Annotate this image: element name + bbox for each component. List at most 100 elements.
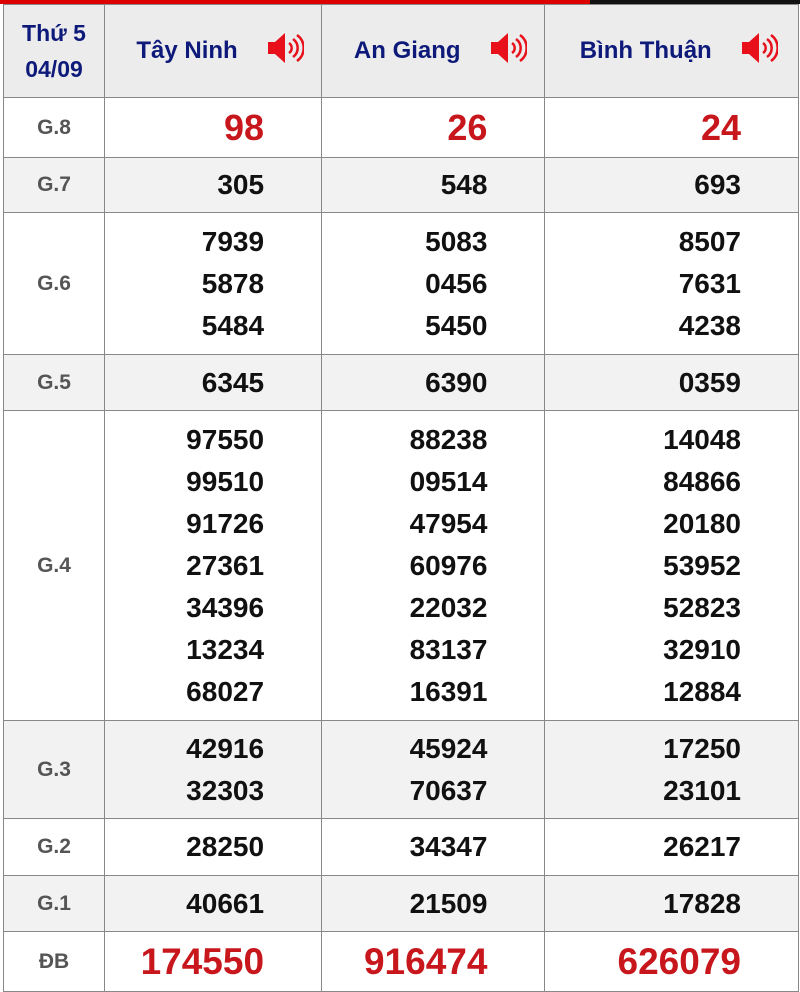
prize-number: 6390 <box>425 366 488 398</box>
prize-label: G.3 <box>3 720 105 819</box>
prize-number: 84866 <box>663 465 741 497</box>
prize-number: 24 <box>700 106 741 148</box>
day-label: Thứ 5 <box>22 20 86 46</box>
prize-cell: 21509 <box>321 875 546 932</box>
province-header: An Giang <box>321 4 546 98</box>
prize-row: G.5 6345 6390 0359 <box>3 354 799 411</box>
prize-number: 26 <box>447 106 488 148</box>
province-name[interactable]: Tây Ninh <box>136 37 238 64</box>
prize-cell: 26217 <box>544 818 799 876</box>
prize-row: G.6 7939 5878 5484 5083 0456 5450 8507 7631 4238 <box>3 212 799 355</box>
province-name[interactable]: An Giang <box>353 37 461 64</box>
prize-number: 70637 <box>409 774 488 806</box>
prize-row: G.7 305 548 693 <box>3 157 799 213</box>
prize-row: G.2 28250 34347 26217 <box>3 818 799 876</box>
prize-cell: 45924 70637 <box>321 720 546 819</box>
prize-number: 693 <box>694 169 741 200</box>
prize-number: 17250 <box>663 732 741 764</box>
prize-label: G.7 <box>3 157 105 213</box>
prize-cell: 0359 <box>544 354 799 411</box>
province-header: Bình Thuận <box>544 4 799 98</box>
prize-number: 27361 <box>186 549 265 581</box>
date-label: 04/09 <box>25 56 83 82</box>
prize-row: G.1 40661 21509 17828 <box>3 875 799 932</box>
prize-cell: 7939 5878 5484 <box>103 212 323 355</box>
prize-cell: 26 <box>321 97 546 158</box>
prize-number: 17828 <box>663 887 741 919</box>
prize-number: 174550 <box>140 940 265 982</box>
prize-number: 5878 <box>201 267 265 299</box>
prize-row: G.3 42916 32303 45924 70637 17250 23101 <box>3 720 799 819</box>
speaker-icon[interactable] <box>489 31 528 72</box>
prize-number: 60976 <box>409 549 488 581</box>
prize-number: 7631 <box>678 267 741 299</box>
prize-cell: 88238 09514 47954 60976 22032 83137 16391 <box>321 410 546 721</box>
prize-row: G.8 98 26 24 <box>3 97 799 158</box>
prize-cell: 693 <box>544 157 799 213</box>
prize-cell: 28250 <box>103 818 323 876</box>
prize-cell: 6390 <box>321 354 546 411</box>
speaker-icon[interactable] <box>266 31 305 72</box>
prize-number: 23101 <box>663 774 741 806</box>
prize-number: 28250 <box>186 831 265 862</box>
prize-label: G.2 <box>3 818 105 876</box>
prize-number: 13234 <box>186 633 265 665</box>
prize-number: 47954 <box>409 507 488 539</box>
prize-number: 5083 <box>425 225 488 257</box>
prize-number: 45924 <box>409 732 488 764</box>
prize-row: ĐB 174550 916474 626079 <box>3 931 799 992</box>
prize-cell: 98 <box>103 97 323 158</box>
prize-cell: 97550 99510 91726 27361 34396 13234 68027 <box>103 410 323 721</box>
prize-number: 83137 <box>409 633 488 665</box>
prize-number: 26217 <box>663 831 741 862</box>
prize-number: 52823 <box>663 591 741 623</box>
speaker-icon[interactable] <box>740 31 779 72</box>
province-name[interactable]: Bình Thuận <box>579 37 712 64</box>
prize-number: 53952 <box>663 549 741 581</box>
prize-number: 98 <box>224 106 265 148</box>
prize-number: 548 <box>440 169 488 200</box>
prize-cell: 548 <box>321 157 546 213</box>
prize-cell: 6345 <box>103 354 323 411</box>
prize-number: 91726 <box>186 507 265 539</box>
prize-label: G.8 <box>3 97 105 158</box>
prize-label: G.5 <box>3 354 105 411</box>
prize-cell: 8507 7631 4238 <box>544 212 799 355</box>
prize-number: 6345 <box>201 366 265 398</box>
prize-number: 14048 <box>663 423 741 455</box>
province-header: Tây Ninh <box>103 4 323 98</box>
prize-number: 40661 <box>186 887 265 919</box>
top-border <box>0 0 800 4</box>
prize-cell: 17828 <box>544 875 799 932</box>
prize-number: 626079 <box>617 940 741 982</box>
prize-number: 34396 <box>186 591 265 623</box>
prize-number: 12884 <box>663 675 741 707</box>
prize-cell: 40661 <box>103 875 323 932</box>
prize-cell: 34347 <box>321 818 546 876</box>
prize-number: 34347 <box>409 831 488 862</box>
prize-number: 22032 <box>409 591 488 623</box>
prize-cell: 24 <box>544 97 799 158</box>
draw-date: Thứ 5 04/09 <box>3 4 105 98</box>
prize-number: 16391 <box>409 675 488 707</box>
prize-number: 916474 <box>363 940 488 982</box>
prize-number: 305 <box>217 169 265 200</box>
header-row: Thứ 5 04/09 Tây Ninh An Giang Bình Thuận <box>3 4 799 98</box>
prize-label: ĐB <box>3 931 105 992</box>
prize-number: 8507 <box>678 225 741 257</box>
prize-number: 5450 <box>425 309 488 341</box>
prize-number: 20180 <box>663 507 741 539</box>
prize-cell: 42916 32303 <box>103 720 323 819</box>
prize-number: 32910 <box>663 633 741 665</box>
prize-cell: 305 <box>103 157 323 213</box>
lottery-results-table: Thứ 5 04/09 Tây Ninh An Giang Bình Thuận G.… <box>3 4 799 992</box>
prize-number: 0456 <box>425 267 488 299</box>
prize-number: 7939 <box>201 225 265 257</box>
prize-cell: 626079 <box>544 931 799 992</box>
prize-number: 5484 <box>201 309 265 341</box>
prize-number: 09514 <box>409 465 488 497</box>
prize-label: G.1 <box>3 875 105 932</box>
prize-cell: 17250 23101 <box>544 720 799 819</box>
prize-number: 68027 <box>186 675 265 707</box>
prize-label: G.4 <box>3 410 105 721</box>
